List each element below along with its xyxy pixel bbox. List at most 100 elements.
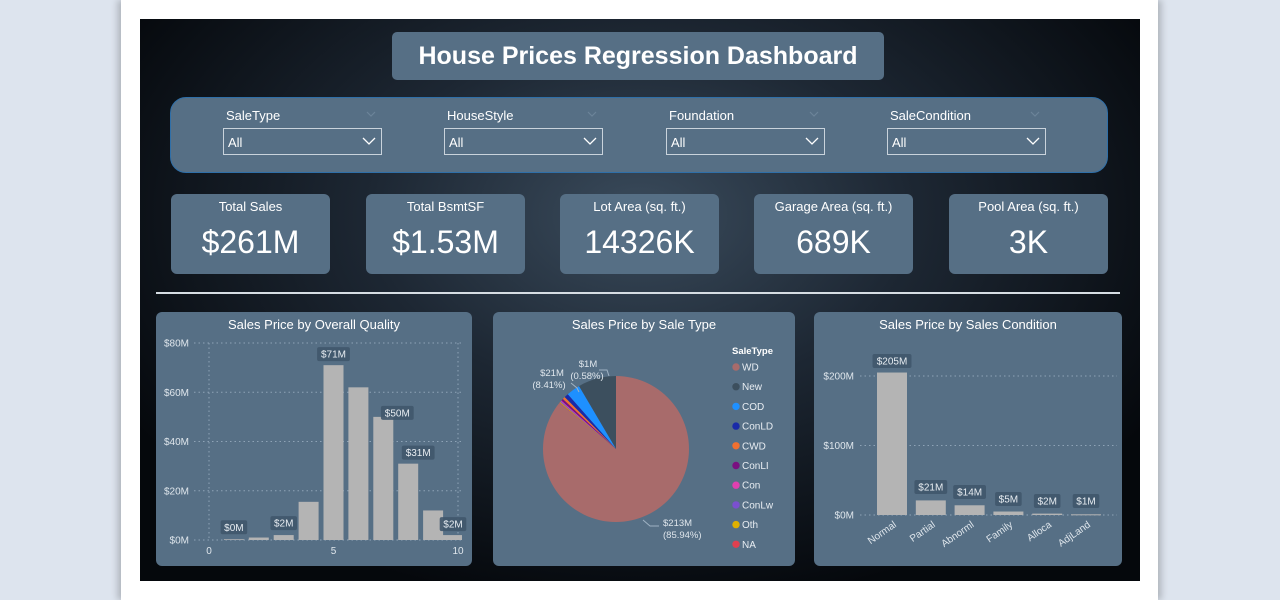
y-tick-label: $0M: [835, 511, 854, 522]
x-tick-label: 5: [331, 546, 337, 557]
kpi-label: Total Sales: [218, 199, 283, 214]
legend-item-na[interactable]: NA: [732, 540, 756, 551]
chevron-down-icon[interactable]: [366, 109, 376, 119]
legend-item-conli[interactable]: ConLI: [732, 461, 769, 472]
kpi-label: Total BsmtSF: [406, 199, 485, 214]
chevron-down-icon: [583, 137, 597, 145]
bar-quality-9: [423, 510, 444, 540]
sale-type-pie-chart[interactable]: $213M(85.94%) $21M(8.41%) $1M(0.58%) SaleTy…: [493, 312, 795, 566]
data-label-bg: [220, 520, 248, 535]
data-label-bg: [995, 492, 1022, 506]
x-tick-label: Family: [985, 519, 1015, 545]
legend-item-oth[interactable]: Oth: [732, 520, 758, 531]
pie-label-value: $213M: [663, 518, 692, 529]
data-label: $71M: [321, 350, 346, 361]
legend-label: NA: [742, 540, 756, 551]
legend-label: Con: [742, 481, 760, 492]
data-label-bg: [872, 354, 912, 368]
legend-marker: [732, 481, 740, 489]
legend-item-wd[interactable]: WD: [732, 363, 759, 374]
foundation-dropdown[interactable]: All: [666, 128, 825, 155]
kpi-value: $261M: [201, 224, 300, 260]
chevron-down-icon[interactable]: [587, 109, 597, 119]
data-label-bg: [914, 480, 948, 494]
legend-item-new[interactable]: New: [732, 382, 763, 393]
legend-item-cwd[interactable]: CWD: [732, 441, 766, 452]
legend-marker: [732, 461, 740, 470]
chevron-down-icon: [805, 137, 819, 145]
data-label: $2M: [443, 520, 462, 531]
y-tick-label: $0M: [170, 536, 189, 547]
chevron-down-icon[interactable]: [809, 109, 819, 119]
chevron-down-icon: [1026, 137, 1040, 145]
chart-card-overall-quality: Sales Price by Overall Quality $0M $20M $4…: [156, 312, 472, 566]
kpi-card-total-bsmtsf: Total BsmtSF $1.53M: [366, 194, 525, 274]
data-label: $14M: [957, 488, 982, 499]
legend-label: CWD: [742, 441, 766, 452]
chart-title: Sales Price by Sale Type: [571, 317, 717, 332]
legend-marker: [732, 501, 740, 509]
slicer-label: Foundation: [669, 108, 735, 123]
data-label: $2M: [274, 519, 293, 530]
bar-quality-3: [273, 535, 294, 540]
legend-marker: [732, 422, 740, 430]
legend-label: WD: [742, 363, 759, 374]
dropdown-value: All: [892, 135, 907, 150]
bar-quality-8: [398, 463, 419, 540]
bar-family: [993, 511, 1024, 515]
legend-item-cod[interactable]: COD: [732, 402, 764, 413]
data-label-bg: [317, 347, 350, 362]
sales-condition-bar-chart[interactable]: $0M $100M $200M $205M Normal $21M Partial $14M A…: [814, 312, 1122, 566]
pie-slice-na: [559, 402, 616, 449]
data-label: $205M: [877, 357, 908, 368]
kpi-card-garage-area: Garage Area (sq. ft.) 689K: [754, 194, 913, 274]
x-tick-label: 0: [206, 546, 212, 557]
legend-label: New: [742, 382, 763, 393]
legend-item-conld[interactable]: ConLD: [732, 422, 773, 433]
y-tick-label: $40M: [164, 437, 189, 448]
leader-line: [642, 519, 659, 527]
chart-card-sales-condition: Sales Price by Sales Condition $0M $100M $…: [814, 312, 1122, 566]
overall-quality-bar-chart[interactable]: $0M $20M $40M $60M $80M 0 5 10 $0M $2M $71M $50M $31…: [156, 312, 472, 566]
saletype-dropdown[interactable]: All: [223, 128, 382, 155]
data-label-bg: [401, 445, 435, 460]
bar-quality-7: [373, 416, 394, 540]
dropdown-value: All: [449, 135, 464, 150]
pie-slice-con: [560, 400, 616, 449]
leader-line: [599, 369, 610, 377]
pie-slice-cwd: [562, 397, 616, 449]
legend-marker: [732, 402, 740, 411]
kpi-label: Lot Area (sq. ft.): [593, 199, 686, 214]
legend-item-con[interactable]: Con: [732, 481, 760, 492]
bar-partial: [915, 500, 946, 515]
chevron-down-icon[interactable]: [1030, 109, 1040, 119]
pie-slice-oth: [559, 402, 616, 449]
kpi-value: 14326K: [584, 224, 695, 260]
dropdown-value: All: [671, 135, 686, 150]
legend-label: ConLD: [742, 422, 773, 433]
data-label: $21M: [918, 483, 943, 494]
x-tick-label: AdjLand: [1056, 519, 1092, 549]
bar-abnorml: [954, 505, 985, 515]
housestyle-dropdown[interactable]: All: [444, 128, 603, 155]
legend-label: ConLw: [742, 500, 774, 511]
salecondition-dropdown[interactable]: All: [887, 128, 1046, 155]
legend-label: COD: [742, 402, 764, 413]
legend-label: Oth: [742, 520, 758, 531]
leader-line: [570, 382, 580, 393]
pie-slice-conld: [564, 394, 616, 449]
data-label: $1M: [1076, 497, 1095, 508]
section-divider: [156, 292, 1120, 294]
kpi-value: 689K: [796, 224, 871, 260]
bar-quality-1: [223, 539, 244, 540]
legend-item-conlw[interactable]: ConLw: [732, 500, 774, 511]
bar-quality-10: [442, 535, 462, 540]
slicer-label: HouseStyle: [447, 108, 514, 123]
slicer-label: SaleType: [226, 108, 281, 123]
slicer-label: SaleCondition: [890, 108, 971, 123]
x-tick-label: 10: [452, 546, 464, 557]
pie-label-percent: (85.94%): [663, 530, 702, 541]
x-tick-label: Normal: [866, 519, 899, 546]
y-tick-label: $200M: [823, 372, 854, 383]
dashboard-canvas: House Prices Regression Dashboard SaleTy…: [140, 19, 1140, 581]
